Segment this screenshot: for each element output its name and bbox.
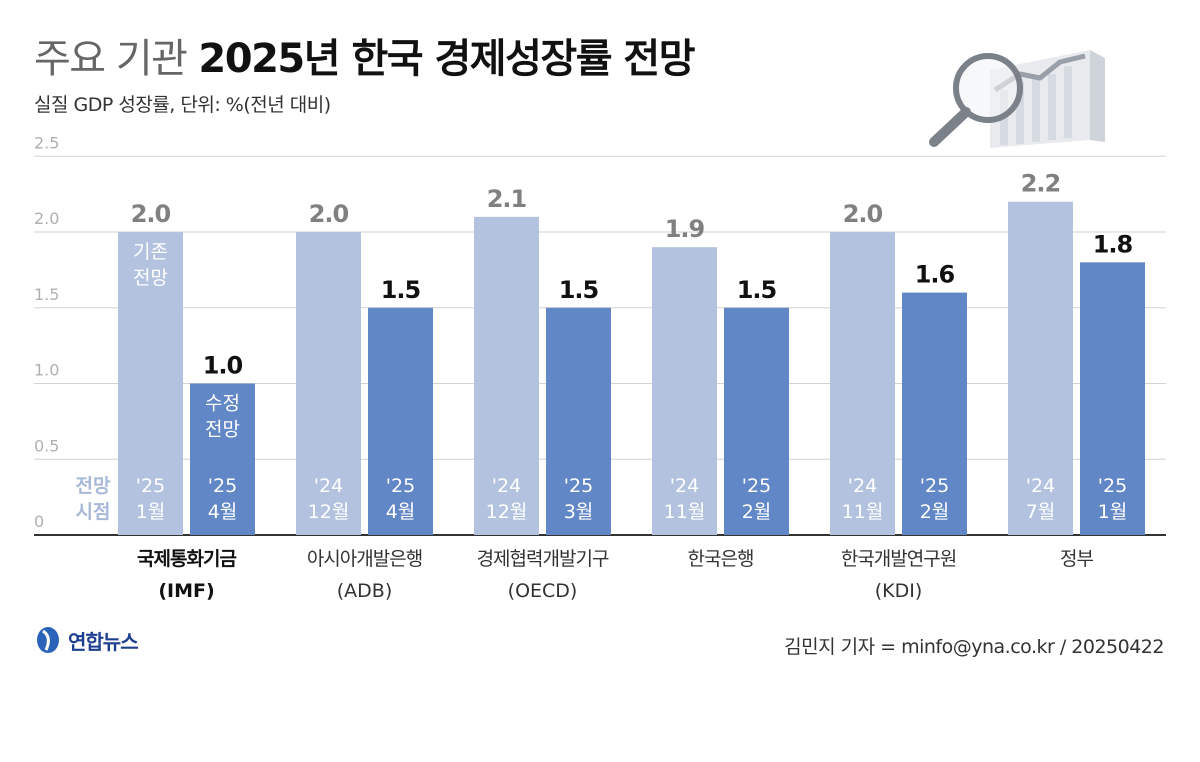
forecast-date-year: '25: [208, 475, 237, 497]
revised-bar: [1080, 262, 1145, 535]
revised-value-label: 1.0: [203, 352, 243, 380]
footer-logo: 연합뉴스: [34, 625, 139, 655]
magnifier-chart-icon: [929, 50, 1105, 148]
forecast-date-month: 4월: [208, 501, 238, 523]
y-tick-label: 1.5: [34, 285, 59, 304]
date-axis-label: 시점: [76, 501, 111, 523]
previous-bar: [830, 232, 895, 535]
forecast-date-month: 7월: [1026, 501, 1056, 523]
forecast-date-year: '25: [1098, 475, 1127, 497]
forecast-date-month: 3월: [564, 501, 594, 523]
category-abbr: (OECD): [508, 580, 578, 602]
forecast-date-year: '24: [314, 475, 343, 497]
category-abbr: (ADB): [337, 580, 393, 602]
revised-value-label: 1.5: [559, 276, 599, 304]
y-tick-label: 0: [34, 512, 44, 531]
forecast-date-month: 2월: [920, 501, 950, 523]
forecast-date-month: 1월: [1098, 501, 1128, 523]
date-axis-label: 전망: [76, 475, 111, 497]
category-abbr: (IMF): [158, 580, 214, 602]
previous-value-label: 2.0: [131, 200, 171, 228]
chart-subtitle: 실질 GDP 성장률, 단위: %(전년 대비): [34, 94, 331, 116]
revised-value-label: 1.5: [737, 276, 777, 304]
revised-bar: [546, 307, 611, 535]
previous-bar: [1008, 201, 1073, 535]
category-label: 아시아개발은행: [307, 548, 422, 570]
forecast-date-month: 1월: [136, 501, 166, 523]
forecast-date-year: '25: [920, 475, 949, 497]
forecast-date-month: 2월: [742, 501, 772, 523]
y-tick-label: 1.0: [34, 361, 59, 380]
yonhap-logo-icon: [37, 627, 59, 653]
previous-bar: [296, 232, 361, 535]
previous-value-label: 1.9: [665, 215, 705, 243]
revised-bar: [902, 292, 967, 535]
y-tick-label: 2.0: [34, 209, 59, 228]
credit-line: 김민지 기자 = minfo@yna.co.kr / 20250422: [784, 636, 1164, 658]
revised-bar: [190, 383, 255, 535]
previous-value-label: 2.2: [1021, 170, 1061, 198]
forecast-date-year: '24: [492, 475, 521, 497]
category-label: 한국개발연구원: [841, 548, 956, 570]
previous-forecast-label: 기존: [133, 241, 168, 263]
revised-bar: [368, 307, 433, 535]
category-label: 국제통화기금: [137, 548, 236, 570]
forecast-date-year: '25: [136, 475, 165, 497]
forecast-date-year: '25: [564, 475, 593, 497]
category-abbr: (KDI): [875, 580, 923, 602]
y-tick-label: 0.5: [34, 436, 59, 455]
forecast-date-year: '24: [848, 475, 877, 497]
revised-value-label: 1.5: [381, 276, 421, 304]
revised-value-label: 1.8: [1093, 230, 1133, 258]
logo-text: 연합뉴스: [68, 629, 139, 654]
y-tick-label: 2.5: [34, 133, 59, 152]
forecast-date-month: 11월: [664, 501, 706, 523]
forecast-date-month: 11월: [842, 501, 884, 523]
previous-forecast-label: 전망: [133, 267, 168, 289]
category-label: 정부: [1060, 548, 1093, 570]
forecast-date-year: '25: [386, 475, 415, 497]
revised-forecast-label: 전망: [205, 419, 240, 441]
previous-value-label: 2.0: [309, 200, 349, 228]
forecast-date-year: '24: [1026, 475, 1055, 497]
forecast-date-month: 4월: [386, 501, 416, 523]
title-light: 주요 기관: [34, 36, 188, 82]
previous-bar: [652, 247, 717, 535]
forecast-date-month: 12월: [308, 501, 350, 523]
forecast-date-year: '25: [742, 475, 771, 497]
revised-value-label: 1.6: [915, 261, 955, 289]
previous-bar: [474, 216, 539, 535]
category-label: 한국은행: [688, 548, 754, 570]
forecast-date-month: 12월: [486, 501, 528, 523]
revised-bar: [724, 307, 789, 535]
revised-forecast-label: 수정: [205, 393, 240, 415]
chart-title: 주요 기관 2025년 한국 경제성장률 전망: [34, 26, 696, 84]
title-bold: 2025년 한국 경제성장률 전망: [198, 36, 695, 82]
previous-value-label: 2.0: [843, 200, 883, 228]
category-label: 경제협력개발기구: [477, 548, 609, 570]
forecast-date-year: '24: [670, 475, 699, 497]
previous-value-label: 2.1: [487, 185, 527, 213]
previous-bar: [118, 232, 183, 535]
